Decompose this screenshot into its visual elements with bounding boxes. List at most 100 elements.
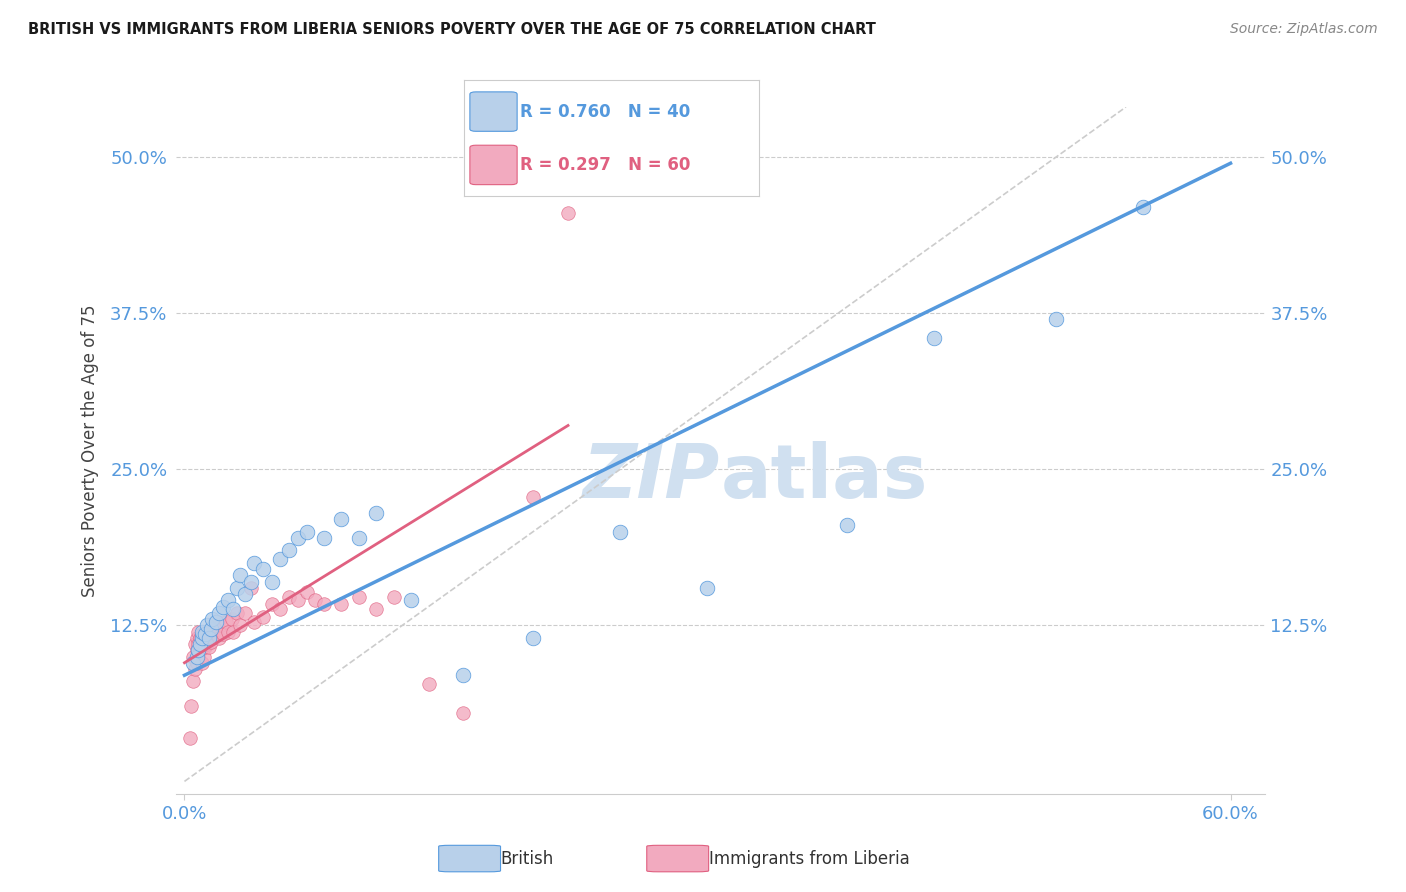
- Point: [191, 624, 214, 639]
- Point: [208, 606, 231, 620]
- Point: [522, 631, 544, 645]
- Point: [252, 609, 274, 624]
- Point: [198, 631, 221, 645]
- FancyBboxPatch shape: [470, 92, 517, 131]
- Text: Source: ZipAtlas.com: Source: ZipAtlas.com: [1230, 22, 1378, 37]
- Point: [208, 631, 231, 645]
- Point: [187, 637, 209, 651]
- Point: [366, 506, 388, 520]
- Point: [252, 562, 274, 576]
- Point: [187, 649, 209, 664]
- Point: [1132, 200, 1154, 214]
- Point: [186, 656, 208, 670]
- Text: atlas: atlas: [721, 442, 928, 515]
- Point: [201, 631, 224, 645]
- Point: [193, 631, 215, 645]
- Point: [366, 602, 388, 616]
- Point: [201, 612, 224, 626]
- Point: [207, 615, 229, 629]
- Point: [522, 490, 544, 504]
- Point: [195, 618, 218, 632]
- Point: [191, 631, 214, 645]
- Point: [609, 524, 631, 539]
- Point: [453, 668, 475, 682]
- Point: [194, 640, 217, 654]
- Point: [181, 656, 204, 670]
- Point: [696, 581, 718, 595]
- Point: [191, 656, 214, 670]
- Point: [205, 615, 228, 629]
- Point: [209, 618, 232, 632]
- Point: [186, 649, 208, 664]
- Point: [217, 624, 239, 639]
- Point: [243, 556, 266, 570]
- Point: [180, 699, 202, 714]
- Point: [243, 615, 266, 629]
- FancyBboxPatch shape: [470, 145, 517, 185]
- Point: [184, 637, 207, 651]
- Point: [295, 584, 318, 599]
- Text: British: British: [501, 849, 554, 868]
- Point: [312, 531, 335, 545]
- Point: [239, 581, 262, 595]
- Point: [191, 640, 214, 654]
- Y-axis label: Seniors Poverty Over the Age of 75: Seniors Poverty Over the Age of 75: [82, 304, 98, 597]
- Point: [330, 597, 353, 611]
- Point: [179, 731, 201, 745]
- Point: [187, 643, 209, 657]
- Point: [557, 206, 579, 220]
- Point: [330, 512, 353, 526]
- FancyBboxPatch shape: [647, 846, 709, 871]
- Point: [304, 593, 326, 607]
- Point: [191, 634, 214, 648]
- Point: [217, 593, 239, 607]
- Text: R = 0.760   N = 40: R = 0.760 N = 40: [520, 103, 690, 120]
- Point: [194, 627, 217, 641]
- Point: [278, 543, 301, 558]
- Point: [198, 640, 221, 654]
- Text: R = 0.297   N = 60: R = 0.297 N = 60: [520, 156, 690, 174]
- Point: [418, 677, 440, 691]
- Point: [312, 597, 335, 611]
- Point: [225, 581, 247, 595]
- Point: [399, 593, 422, 607]
- Point: [382, 590, 405, 604]
- Point: [278, 590, 301, 604]
- Point: [186, 643, 208, 657]
- Point: [221, 612, 243, 626]
- Point: [200, 622, 222, 636]
- Point: [195, 624, 218, 639]
- Point: [205, 627, 228, 641]
- Point: [453, 706, 475, 720]
- Point: [211, 627, 233, 641]
- Point: [235, 606, 257, 620]
- Point: [194, 627, 217, 641]
- Point: [181, 649, 204, 664]
- Point: [188, 643, 211, 657]
- Text: Immigrants from Liberia: Immigrants from Liberia: [709, 849, 910, 868]
- Point: [260, 597, 283, 611]
- Point: [188, 631, 211, 645]
- Point: [188, 637, 211, 651]
- Point: [835, 518, 858, 533]
- Point: [193, 649, 215, 664]
- Point: [295, 524, 318, 539]
- Point: [200, 634, 222, 648]
- Point: [195, 637, 218, 651]
- Point: [225, 606, 247, 620]
- Point: [222, 624, 245, 639]
- Point: [347, 531, 370, 545]
- Point: [184, 662, 207, 676]
- Point: [215, 615, 238, 629]
- Point: [181, 674, 204, 689]
- Point: [202, 624, 225, 639]
- FancyBboxPatch shape: [439, 846, 501, 871]
- Point: [287, 531, 309, 545]
- Point: [239, 574, 262, 589]
- Point: [260, 574, 283, 589]
- Point: [229, 618, 252, 632]
- Text: BRITISH VS IMMIGRANTS FROM LIBERIA SENIORS POVERTY OVER THE AGE OF 75 CORRELATIO: BRITISH VS IMMIGRANTS FROM LIBERIA SENIO…: [28, 22, 876, 37]
- Point: [198, 627, 221, 641]
- Point: [1045, 312, 1067, 326]
- Point: [186, 631, 208, 645]
